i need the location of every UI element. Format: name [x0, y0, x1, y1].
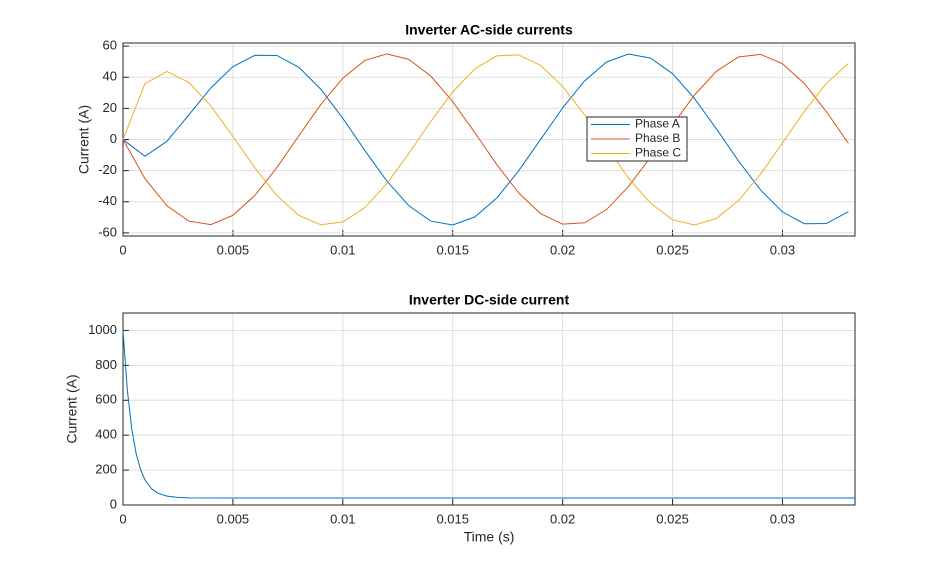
y-tick-label: 60	[103, 38, 117, 53]
y-tick-label: -20	[98, 162, 117, 177]
y-tick-label: 40	[103, 69, 117, 84]
y-axis-label: Current (A)	[76, 105, 92, 174]
x-tick-label: 0.03	[770, 511, 795, 526]
plot-area	[123, 313, 855, 505]
x-tick-label: 0.02	[550, 511, 575, 526]
chart-title: Inverter AC-side currents	[405, 22, 573, 38]
axes-box	[122, 312, 856, 506]
y-tick-label: 0	[110, 131, 117, 146]
y-axis-label: Current (A)	[64, 374, 80, 443]
x-tick-label: 0	[119, 511, 126, 526]
legend-label: Phase C	[635, 146, 681, 160]
y-tick-label: 200	[95, 462, 117, 477]
x-tick-label: 0.03	[770, 242, 795, 257]
x-tick-label: 0.025	[656, 511, 689, 526]
series-line	[122, 330, 855, 499]
y-tick-label: -40	[98, 193, 117, 208]
x-tick-label: 0.025	[656, 242, 689, 257]
legend-label: Phase B	[635, 131, 680, 145]
y-tick-label: 600	[95, 392, 117, 407]
y-tick-label: 0	[110, 496, 117, 511]
x-tick-label: 0	[119, 242, 126, 257]
x-tick-label: 0.015	[436, 242, 469, 257]
legend-label: Phase A	[635, 117, 680, 131]
y-tick-label: 1000	[88, 322, 117, 337]
x-axis-label: Time (s)	[464, 529, 515, 545]
x-tick-label: 0.01	[330, 242, 355, 257]
y-tick-label: 400	[95, 427, 117, 442]
y-tick-label: 800	[95, 357, 117, 372]
x-tick-label: 0.01	[330, 511, 355, 526]
chart-title: Inverter DC-side current	[409, 292, 570, 308]
series-line	[122, 53, 849, 226]
x-tick-label: 0.015	[436, 511, 469, 526]
x-tick-label: 0.005	[217, 242, 250, 257]
x-tick-label: 0.02	[550, 242, 575, 257]
series-line	[122, 54, 849, 226]
y-tick-label: 20	[103, 100, 117, 115]
series-line	[122, 53, 849, 226]
x-tick-label: 0.005	[217, 511, 250, 526]
y-tick-label: -60	[98, 224, 117, 239]
